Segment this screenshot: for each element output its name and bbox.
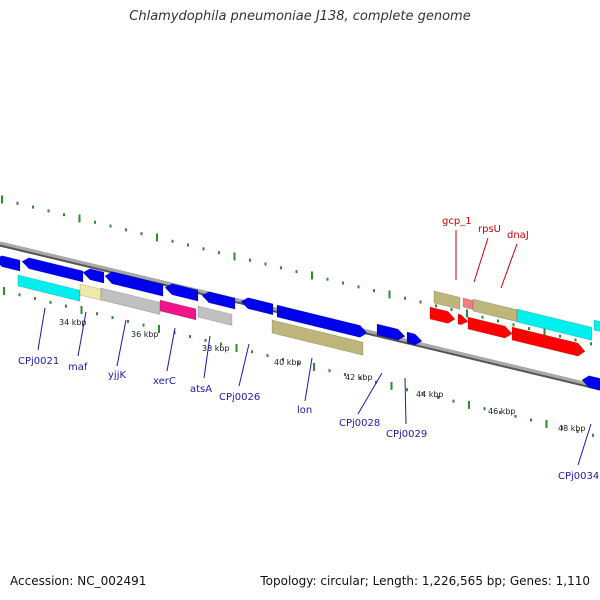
- gene-arrow: [240, 297, 274, 316]
- gene-label: lon: [297, 405, 312, 416]
- scale-label: 36 kbp: [131, 330, 159, 339]
- gene-arrow: [457, 313, 469, 326]
- gene-label: CPj0029: [386, 429, 427, 440]
- gene-arrow: [276, 304, 368, 338]
- label-leader-line: [77, 311, 87, 357]
- gene-arrow: [429, 306, 456, 324]
- gene-arrow: [376, 323, 406, 341]
- scale-label: 42 kbp: [345, 373, 373, 382]
- gene-arrow: [164, 283, 199, 302]
- label-leader-line: [37, 307, 46, 351]
- gene-label: xerC: [153, 376, 176, 387]
- scale-label: 38 kbp: [202, 344, 230, 353]
- accession-text: Accession: NC_002491: [10, 574, 147, 588]
- gene-block: [271, 319, 364, 356]
- gene-block: [433, 290, 461, 310]
- gene-arrow: [82, 268, 105, 284]
- gene-arrow: [581, 375, 600, 391]
- label-leader-line: [500, 243, 518, 289]
- gene-label: CPj0021: [18, 356, 59, 367]
- label-leader-line: [404, 377, 407, 425]
- gene-label: atsA: [190, 384, 212, 395]
- label-leader-line: [203, 335, 211, 379]
- label-leader-line: [577, 423, 592, 466]
- scale-label: 46 kbp: [488, 407, 516, 416]
- gene-arrow: [104, 271, 164, 297]
- gene-block: [79, 283, 102, 301]
- gene-label: rpsU: [478, 224, 501, 235]
- gene-block: [593, 319, 600, 332]
- scale-label: 48 kbp: [558, 424, 586, 433]
- gene-arrow: [406, 331, 423, 346]
- gene-block: [462, 297, 474, 310]
- gene-arrow: [201, 291, 236, 310]
- scale-label: 40 kbp: [274, 358, 302, 367]
- label-leader-line: [238, 343, 250, 387]
- scale-label: 44 kbp: [416, 390, 444, 399]
- gene-arrow: [511, 326, 586, 357]
- label-leader-line: [473, 237, 489, 283]
- gene-label: yjjK: [108, 370, 126, 381]
- gene-block: [17, 274, 81, 302]
- gene-label: CPj0028: [339, 418, 380, 429]
- scale-label: 34 kbp: [59, 318, 87, 327]
- gene-arrow: [0, 255, 21, 272]
- label-leader-line: [357, 372, 383, 415]
- gene-block: [472, 298, 518, 323]
- gene-arrow: [467, 316, 513, 339]
- gene-label: CPj0026: [219, 392, 260, 403]
- label-leader-line: [166, 327, 176, 372]
- label-leader-line: [116, 319, 127, 367]
- gene-arrow: [21, 257, 84, 283]
- gene-label: maf: [68, 362, 88, 373]
- gene-block: [100, 287, 161, 315]
- gene-label: CPj0034: [558, 471, 599, 482]
- map-title: Chlamydophila pneumoniae J138, complete …: [129, 9, 471, 24]
- gene-block: [159, 299, 197, 321]
- gene-block: [197, 305, 233, 326]
- label-leader-line: [304, 357, 313, 402]
- genome-summary-text: Topology: circular; Length: 1,226,565 bp…: [260, 574, 590, 588]
- gene-block: [516, 308, 593, 341]
- gene-label: gcp_1: [442, 216, 472, 227]
- gene-label: dnaJ: [507, 230, 529, 241]
